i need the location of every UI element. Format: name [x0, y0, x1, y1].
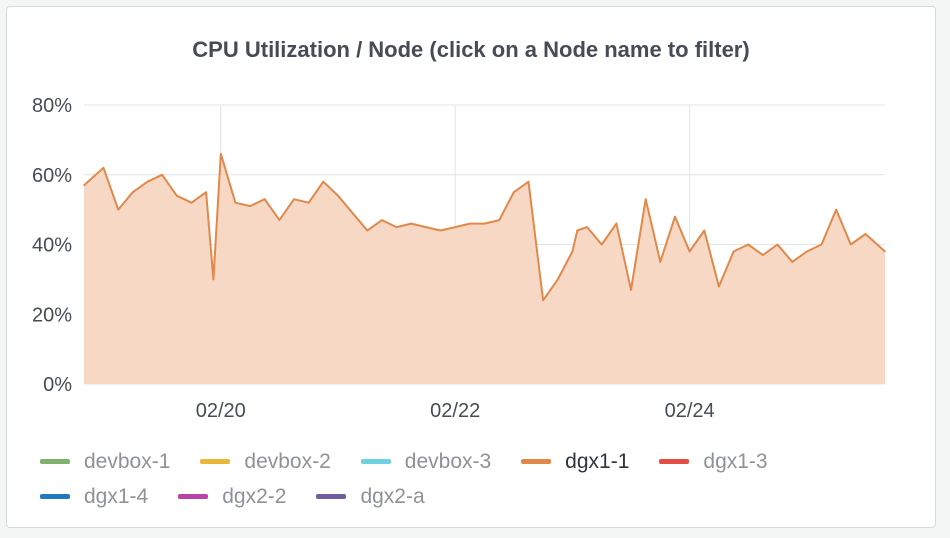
data-point — [527, 180, 530, 183]
data-point — [659, 261, 662, 263]
x-tick-label: 02/22 — [430, 400, 480, 422]
legend: devbox-1 devbox-2 devbox-3 dgx1-1 dgx1-3 dgx1… — [40, 444, 920, 514]
legend-label: devbox-1 — [84, 449, 171, 473]
data-point — [576, 229, 579, 232]
y-tick-label: 20% — [32, 304, 72, 326]
data-point — [205, 191, 207, 193]
series-area — [84, 153, 885, 384]
legend-label: devbox-2 — [244, 449, 331, 473]
legend-swatch — [360, 459, 391, 464]
data-point — [864, 233, 867, 235]
data-point — [454, 226, 456, 228]
data-point — [835, 208, 837, 211]
data-point — [644, 198, 647, 200]
data-point — [395, 226, 398, 228]
data-point — [703, 229, 706, 232]
data-point — [483, 222, 486, 225]
legend-label: dgx1-1 — [565, 449, 630, 473]
x-tick-label: 02/20 — [196, 400, 246, 422]
data-point — [586, 226, 588, 228]
data-point — [439, 229, 442, 232]
data-point — [850, 243, 852, 246]
data-point — [732, 250, 735, 253]
data-point — [542, 299, 544, 302]
legend-item-dgx1-1[interactable]: dgx1-1 — [521, 444, 629, 479]
legend-label: dgx2-2 — [222, 484, 287, 508]
plot-area[interactable]: 0% 20% 40% 60% 80% 02/20 02/22 02/24 — [0, 0, 950, 440]
y-tick-label: 0% — [43, 374, 72, 396]
data-point — [776, 243, 779, 246]
data-point — [600, 243, 603, 246]
data-point — [234, 201, 237, 204]
legend-item-dgx1-3[interactable]: dgx1-3 — [659, 444, 768, 479]
data-point — [630, 289, 632, 291]
data-point — [747, 243, 750, 246]
data-point — [762, 254, 764, 256]
legend-item-dgx2-2[interactable]: dgx2-2 — [178, 479, 286, 514]
legend-item-devbox-1[interactable]: devbox-1 — [40, 444, 170, 479]
data-point — [190, 201, 193, 204]
data-point — [425, 226, 427, 228]
legend-item-devbox-2[interactable]: devbox-2 — [200, 444, 331, 479]
data-point — [83, 184, 85, 187]
legend-swatch — [40, 459, 70, 464]
data-point — [884, 250, 886, 253]
data-point — [718, 285, 720, 288]
data-point — [132, 191, 134, 193]
legend-swatch — [200, 459, 231, 464]
data-point — [410, 222, 413, 225]
data-point — [513, 191, 515, 193]
data-point — [117, 208, 119, 211]
data-point — [337, 194, 339, 197]
data-point — [469, 222, 471, 225]
data-point — [381, 219, 383, 221]
data-point — [293, 198, 295, 200]
legend-label: dgx2-a — [360, 484, 425, 508]
data-point — [498, 219, 500, 221]
legend-swatch — [316, 494, 347, 499]
data-point — [219, 153, 222, 155]
y-tick-label: 80% — [32, 95, 72, 117]
legend-item-dgx2-a[interactable]: dgx2-a — [316, 479, 425, 514]
chart-title: CPU Utilization / Node (click on a Node … — [192, 37, 750, 62]
data-point — [820, 243, 823, 246]
data-point — [366, 229, 369, 232]
data-point — [791, 261, 794, 263]
legend-item-devbox-3[interactable]: devbox-3 — [360, 444, 492, 479]
data-point — [571, 250, 574, 253]
legend-label: dgx1-4 — [84, 484, 149, 508]
data-point — [263, 198, 266, 200]
data-point — [102, 166, 105, 169]
x-tick-label: 02/24 — [665, 400, 715, 422]
legend-swatch — [178, 494, 209, 499]
data-point — [806, 250, 808, 253]
legend-swatch — [659, 459, 690, 464]
legend-swatch — [40, 494, 70, 499]
data-point — [307, 201, 310, 204]
legend-item-dgx1-4[interactable]: dgx1-4 — [40, 479, 148, 514]
data-point — [322, 180, 325, 183]
data-point — [249, 205, 251, 207]
data-point — [688, 250, 691, 253]
data-point — [175, 194, 178, 197]
data-point — [146, 180, 149, 183]
data-point — [556, 278, 559, 281]
legend-label: dgx1-3 — [703, 449, 768, 473]
y-tick-label: 40% — [32, 235, 72, 257]
y-tick-label: 60% — [32, 165, 72, 187]
data-point — [212, 278, 215, 281]
data-point — [351, 212, 354, 214]
data-point — [278, 219, 281, 221]
legend-label: devbox-3 — [404, 449, 492, 473]
legend-swatch — [521, 459, 552, 464]
data-point — [674, 215, 676, 218]
data-point — [615, 222, 618, 225]
data-point — [161, 173, 163, 176]
